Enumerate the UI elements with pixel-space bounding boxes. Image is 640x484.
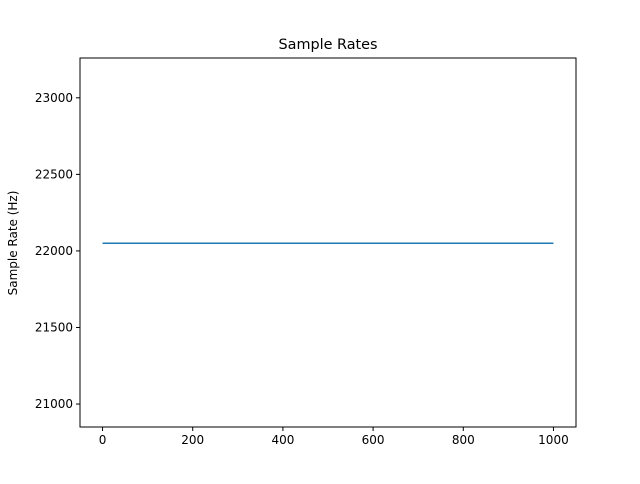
y-axis-label: Sample Rate (Hz) bbox=[6, 191, 20, 296]
chart-title: Sample Rates bbox=[278, 37, 377, 53]
x-tick-label: 800 bbox=[452, 433, 475, 447]
x-tick-label: 1000 bbox=[538, 433, 569, 447]
y-tick-label: 21000 bbox=[35, 397, 73, 411]
x-tick-label: 200 bbox=[181, 433, 204, 447]
x-axis-ticks: 0 200 400 600 800 1000 bbox=[99, 427, 569, 447]
plot-frame bbox=[79, 57, 577, 428]
y-tick-label: 23000 bbox=[35, 91, 73, 105]
y-tick-label: 21500 bbox=[35, 320, 73, 334]
y-tick-label: 22000 bbox=[35, 244, 73, 258]
x-tick-label: 0 bbox=[99, 433, 107, 447]
x-tick-label: 400 bbox=[271, 433, 294, 447]
y-axis-ticks: 21000 21500 22000 22500 23000 bbox=[35, 91, 80, 411]
y-tick-label: 22500 bbox=[35, 167, 73, 181]
x-tick-label: 600 bbox=[362, 433, 385, 447]
